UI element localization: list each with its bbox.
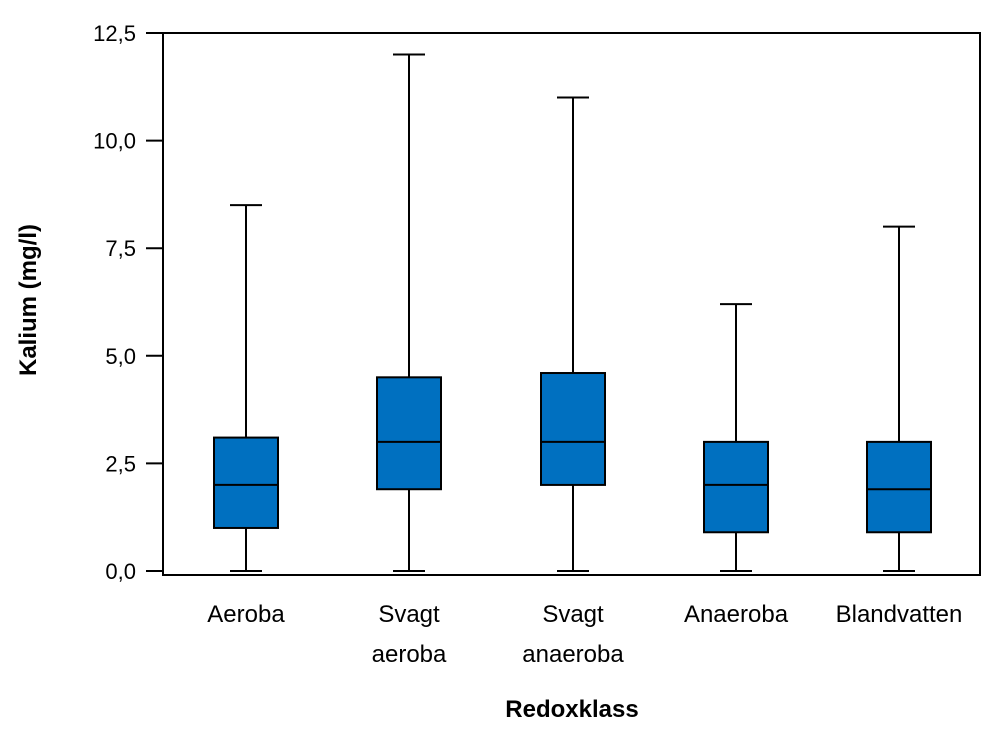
iqr-box [866, 440, 932, 534]
category-label: Svagt aeroba [372, 601, 447, 668]
plot-frame [162, 32, 981, 576]
iqr-box [376, 376, 442, 491]
iqr-box [213, 436, 279, 529]
x-axis-labels: Aeroba Svagt aeroba Svagt anaeroba Anaeroba Bl… [207, 601, 962, 668]
box-group [376, 53, 442, 572]
category-label-line: aeroba [372, 641, 447, 668]
category-label-line: Svagt [378, 601, 440, 628]
category-label: Aeroba [207, 601, 285, 628]
category-label-line: Blandvatten [836, 601, 963, 628]
category-label: Blandvatten [836, 601, 963, 628]
y-axis-title: Kalium (mg/l) [15, 224, 42, 376]
y-tick-label: 2,5 [105, 451, 136, 476]
category-label-line: Anaeroba [684, 601, 789, 628]
box-group [540, 96, 606, 572]
category-label-line: anaeroba [522, 641, 624, 668]
y-tick-label: 10,0 [93, 129, 136, 154]
x-axis-title: Redoxklass [505, 696, 638, 723]
category-label-line: Svagt [542, 601, 604, 628]
y-tick-label: 12,5 [93, 21, 136, 46]
box-group [703, 303, 769, 572]
category-label: Svagt anaeroba [522, 601, 624, 668]
y-tick-label: 0,0 [105, 559, 136, 584]
y-tick-label: 5,0 [105, 344, 136, 369]
box-group [866, 225, 932, 572]
y-tick-label: 7,5 [105, 236, 136, 261]
iqr-box [703, 440, 769, 534]
category-label-line: Aeroba [207, 601, 285, 628]
box-group [213, 204, 279, 572]
category-label: Anaeroba [684, 601, 789, 628]
boxes [213, 53, 932, 572]
y-axis: 0,0 2,5 5,0 7,5 10,0 12,5 [93, 21, 163, 584]
iqr-box [540, 372, 606, 486]
